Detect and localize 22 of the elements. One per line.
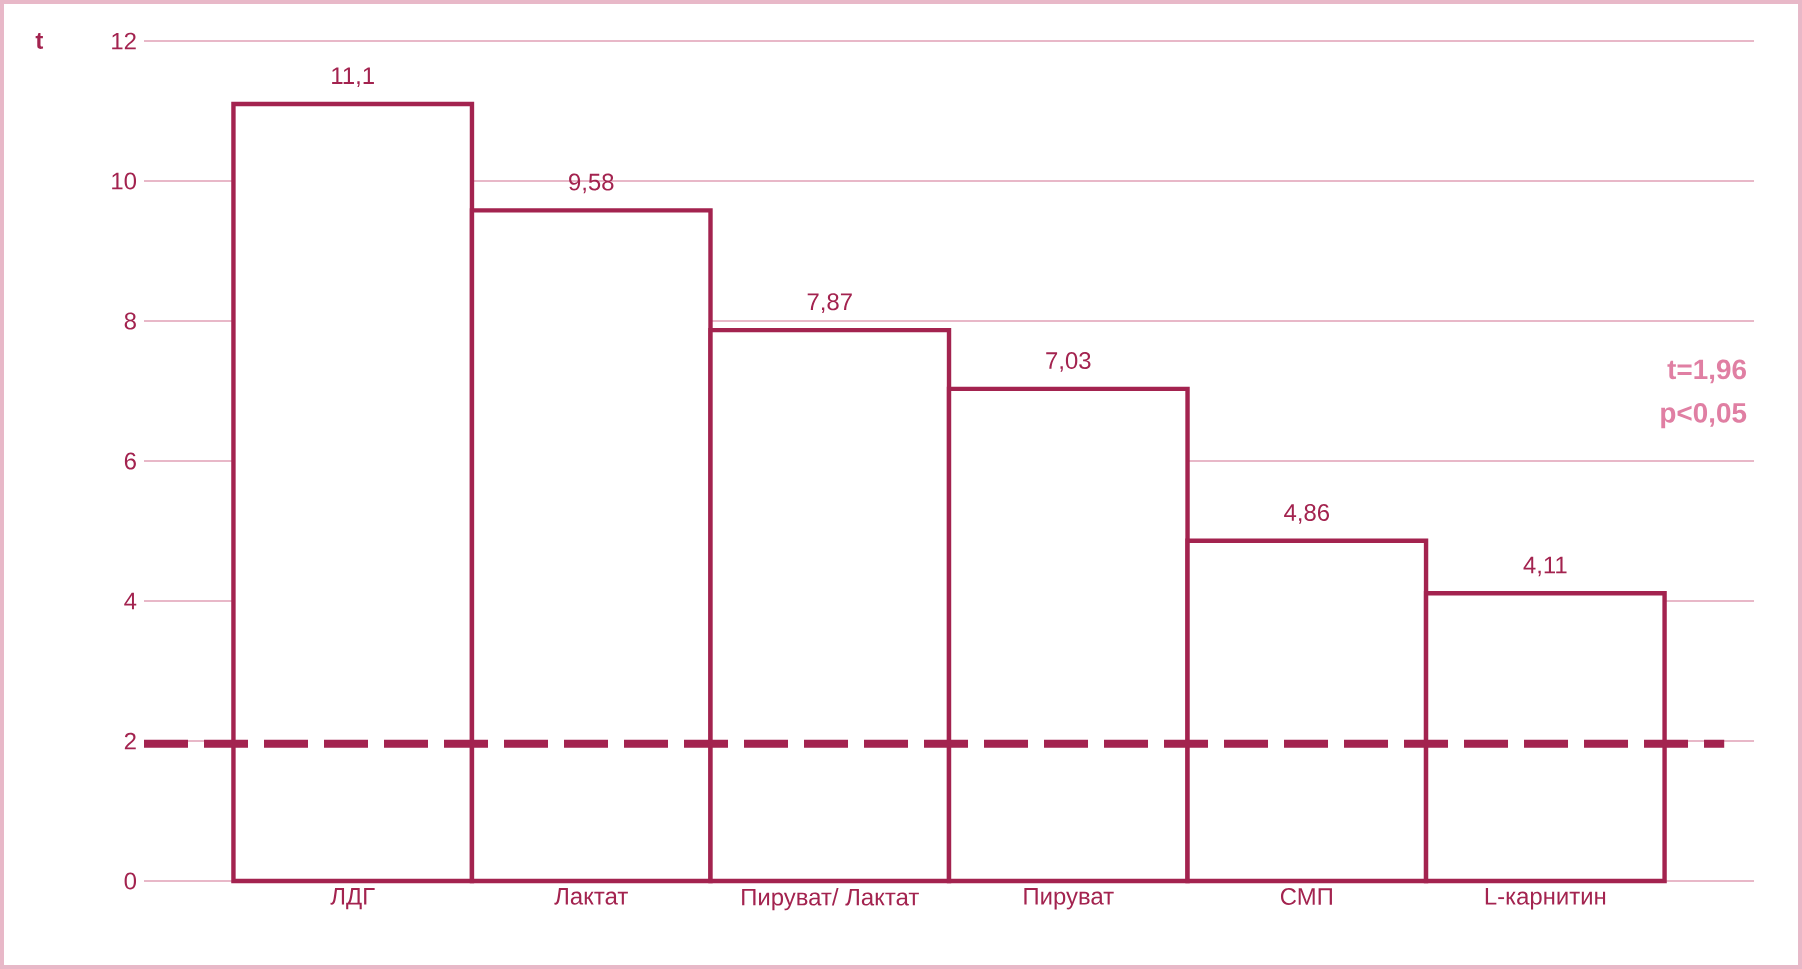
x-tick-label: L-карнитин (1485, 888, 1606, 910)
annotation: p<0,05 (1661, 402, 1747, 429)
data-label: 9,58 (569, 173, 614, 194)
y-tick-label: 10 (112, 172, 137, 190)
y-tick-label: 2 (124, 732, 136, 750)
y-tick-label: 0 (124, 872, 137, 890)
y-tick-label: 4 (124, 592, 137, 610)
x-tick-label: Пируват/ Лактат (742, 888, 919, 911)
x-tick-label: Лактат (554, 888, 628, 905)
y-tick-label: 8 (124, 312, 136, 330)
x-tick-label: СМП (1280, 888, 1332, 905)
data-label: 7,87 (807, 293, 852, 314)
annotation: t=1,96 (1667, 359, 1746, 384)
data-label: 7,03 (1046, 352, 1091, 372)
y-axis-title: t (35, 33, 44, 49)
data-label: 4,11 (1523, 556, 1567, 577)
data-label: 4,86 (1284, 504, 1330, 524)
y-tick-label: 12 (112, 32, 136, 50)
y-tick-label: 6 (124, 452, 136, 470)
x-tick-label: Пируват (1024, 888, 1114, 910)
x-tick-label: ЛДГ (330, 888, 375, 910)
data-label: 11,1 (332, 67, 374, 87)
